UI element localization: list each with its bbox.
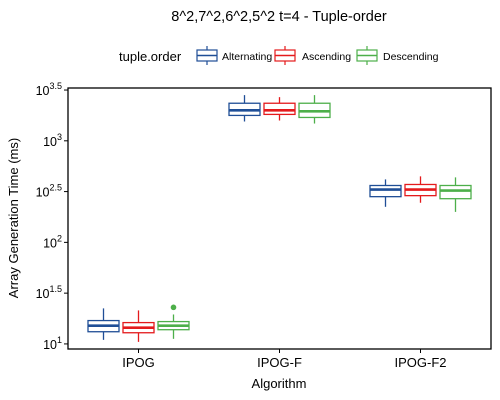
box-ascending-ipog-f2	[404, 176, 437, 203]
box-ascending-ipog	[122, 310, 155, 342]
x-axis-label: Algorithm	[252, 376, 307, 391]
legend-label: Alternating	[222, 51, 272, 63]
y-tick-label: 102.5	[36, 183, 62, 200]
plot-panel: 101 101.5 102 102.5 103 103.5 IPOG IPOG-F IPOG-…	[36, 81, 492, 370]
legend-item-descending: Descending	[356, 46, 439, 65]
iqr-box	[439, 184, 472, 200]
legend-label: Descending	[383, 51, 439, 63]
box-ascending-ipog-f	[263, 97, 296, 121]
y-tick-label: 101.5	[36, 284, 62, 301]
legend-title: tuple.order	[119, 49, 182, 64]
x-tick-label: IPOG	[122, 355, 155, 370]
box-series	[87, 95, 472, 342]
box-descending-ipog-f	[298, 95, 331, 124]
iqr-box	[263, 102, 296, 116]
legend-items: Alternating Ascending Descending	[196, 46, 439, 65]
x-tick-label: IPOG-F2	[394, 355, 446, 370]
box-alternating-ipog-f	[228, 95, 261, 122]
outlier-point	[170, 304, 177, 311]
y-tick-label: 103.5	[36, 81, 62, 98]
box-descending-ipog-f2	[439, 177, 472, 212]
y-tick-label: 101	[43, 335, 62, 352]
box-alternating-ipog-f2	[369, 179, 402, 207]
x-tick-label: IPOG-F	[257, 355, 302, 370]
legend: tuple.order Alternating Ascending Descendi…	[119, 46, 439, 65]
y-tick-label: 102	[43, 233, 62, 250]
x-axis: IPOG IPOG-F IPOG-F2	[122, 349, 447, 370]
y-axis-label: Array Generation Time (ms)	[6, 138, 21, 298]
chart-title: 8^2,7^2,6^2,5^2 t=4 - Tuple-order	[171, 9, 387, 25]
box-alternating-ipog	[87, 308, 120, 340]
box-descending-ipog	[157, 304, 190, 339]
legend-item-ascending: Ascending	[274, 46, 351, 65]
legend-item-alternating: Alternating	[196, 46, 272, 65]
y-axis: 101 101.5 102 102.5 103 103.5	[36, 81, 68, 352]
legend-label: Ascending	[302, 51, 351, 63]
iqr-box	[369, 184, 402, 198]
plot-border	[67, 87, 492, 350]
y-tick-label: 103	[43, 132, 62, 149]
